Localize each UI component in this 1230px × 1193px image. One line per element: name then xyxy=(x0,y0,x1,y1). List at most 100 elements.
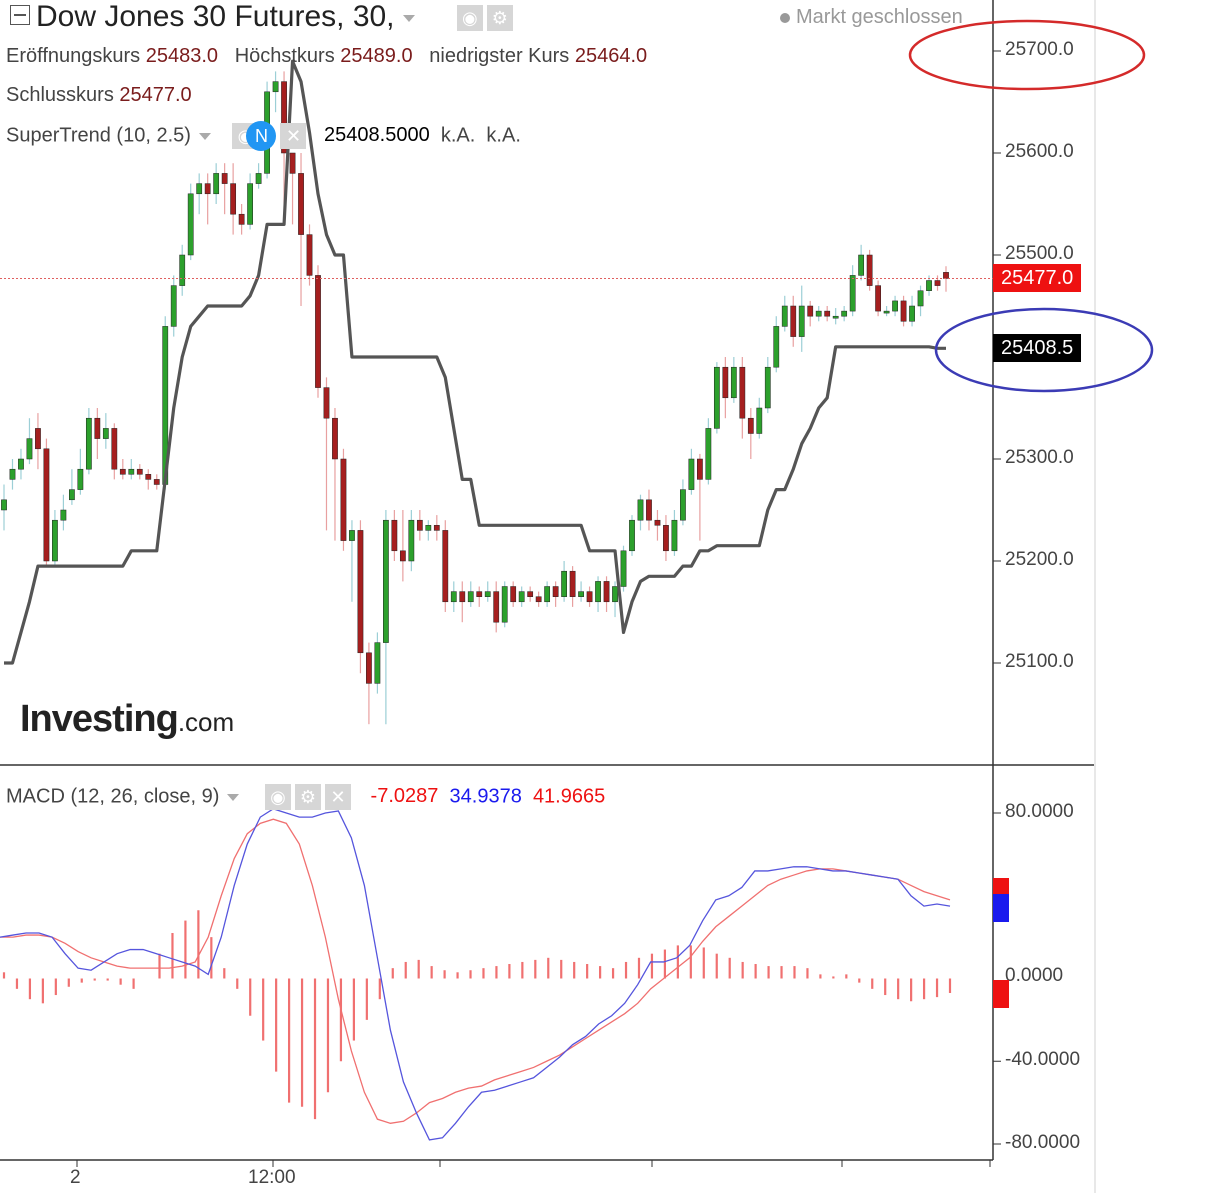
close-icon[interactable]: ✕ xyxy=(280,123,307,149)
candle-body xyxy=(128,468,135,475)
candle-body xyxy=(323,387,330,419)
candle-body xyxy=(213,173,220,195)
candle-body xyxy=(790,305,797,337)
high-value: 25489.0 xyxy=(340,45,413,67)
chevron-down-icon[interactable] xyxy=(227,793,240,801)
candle-body xyxy=(179,254,186,286)
candle-body xyxy=(425,525,432,531)
candle-body xyxy=(535,596,542,603)
candle-body xyxy=(391,519,398,552)
candle-body xyxy=(459,591,466,603)
time-tick-label: 2 xyxy=(70,1167,81,1188)
gear-icon[interactable]: ⚙ xyxy=(294,784,321,810)
price-tick-label: 25500.0 xyxy=(1005,243,1074,264)
symbol-title: Dow Jones 30 Futures, 30, xyxy=(36,0,395,33)
candle-body xyxy=(94,417,101,439)
symbol-title-row: Dow Jones 30 Futures, 30, ◉ ⚙ xyxy=(4,0,517,34)
candle-body xyxy=(858,254,865,276)
supertrend-value: 25408.5000 xyxy=(324,124,430,147)
candle-body xyxy=(646,499,652,521)
candle-body xyxy=(518,591,525,603)
candle-body xyxy=(569,570,576,597)
open-label: Eröffnungskurs xyxy=(6,45,141,67)
candle-body xyxy=(442,530,449,603)
time-tick-label: 12:00 xyxy=(248,1167,296,1188)
price-tick-label: 25200.0 xyxy=(1005,549,1074,570)
investing-logo: Investing.com xyxy=(20,698,235,740)
candle-body xyxy=(552,586,559,597)
candle-body xyxy=(544,586,551,603)
candle-body xyxy=(866,254,873,286)
candle-body xyxy=(383,519,389,643)
candle-body xyxy=(272,81,279,93)
candle-body xyxy=(1,499,7,511)
candle-body xyxy=(399,550,406,562)
candle-body xyxy=(892,300,898,312)
candle-body xyxy=(815,310,822,317)
macd-signal-line xyxy=(0,818,951,1124)
close-icon[interactable]: ✕ xyxy=(324,784,351,810)
candle-body xyxy=(238,213,245,225)
macd-line xyxy=(0,808,951,1141)
candle-body xyxy=(366,652,372,684)
candle-body xyxy=(764,366,771,409)
candle-body xyxy=(824,310,831,317)
close-row: Schlusskurs 25477.0 xyxy=(6,84,192,107)
candle-body xyxy=(416,519,423,531)
candle-body xyxy=(781,305,788,327)
supertrend-legend[interactable]: SuperTrend (10, 2.5) ◉N ✕ 25408.5000 k.A.… xyxy=(6,121,521,151)
candle-body xyxy=(688,458,695,490)
price-tick-label: 25300.0 xyxy=(1005,447,1074,468)
macd-line-badge xyxy=(993,894,1009,923)
ohlc-row: Eröffnungskurs 25483.0 Höchstkurs 25489.… xyxy=(6,45,647,68)
candle-body xyxy=(408,519,415,562)
candle-body xyxy=(875,285,881,312)
candle-body xyxy=(561,570,567,597)
candle-body xyxy=(527,591,534,597)
candle-body xyxy=(671,519,678,552)
candle-body xyxy=(111,428,118,470)
candle-body xyxy=(374,642,381,684)
candle-body xyxy=(926,280,932,291)
candle-body xyxy=(60,509,67,521)
candle-body xyxy=(332,417,338,460)
news-badge-icon[interactable]: N xyxy=(246,121,277,151)
candle-body xyxy=(756,407,763,434)
open-value: 25483.0 xyxy=(145,45,219,67)
candle-body xyxy=(510,586,517,603)
candle-body xyxy=(289,152,296,174)
chevron-down-icon[interactable] xyxy=(402,14,415,22)
candle-body xyxy=(832,315,839,319)
candle-body xyxy=(145,474,152,480)
candle-body xyxy=(697,458,703,480)
gear-icon[interactable]: ⚙ xyxy=(486,5,513,32)
candle-body xyxy=(680,489,686,521)
candle-body xyxy=(917,290,924,307)
collapse-icon[interactable] xyxy=(10,5,30,26)
candle-body xyxy=(578,591,584,597)
chevron-down-icon[interactable] xyxy=(198,132,211,140)
candle-body xyxy=(170,285,177,327)
macd-legend[interactable]: MACD (12, 26, close, 9) ◉ ⚙ ✕ -7.0287 34.9… xyxy=(6,784,605,810)
candle-body xyxy=(883,310,890,314)
candle-body xyxy=(450,591,457,603)
candle-body xyxy=(221,173,228,184)
candle-body xyxy=(52,519,58,562)
candle-body xyxy=(247,183,253,225)
candle-body xyxy=(340,458,347,541)
supertrend-na-2: k.A. xyxy=(486,124,521,147)
candle-body xyxy=(773,326,780,368)
eye-icon[interactable]: ◉ xyxy=(456,5,483,32)
red-annotation-ellipse xyxy=(908,19,1146,91)
candle-body xyxy=(849,275,856,312)
candle-body xyxy=(586,591,593,603)
candle-body xyxy=(637,499,644,521)
eye-icon[interactable]: ◉ xyxy=(264,784,291,810)
candle-body xyxy=(85,417,92,470)
low-value: 25464.0 xyxy=(574,45,648,67)
macd-zero-label: 0.0000 xyxy=(1005,964,1064,986)
candle-body xyxy=(315,275,321,388)
candle-body xyxy=(730,366,737,399)
